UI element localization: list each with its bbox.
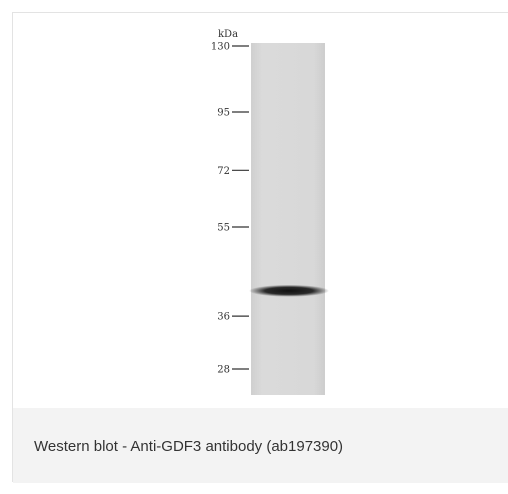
- marker-label-72: 72: [217, 166, 230, 177]
- blot-image: kDa 130 95 72 55 36 28: [211, 29, 329, 395]
- blot-lane: [251, 43, 325, 395]
- marker-label-95: 95: [217, 108, 230, 119]
- figure-card: kDa 130 95 72 55 36 28 Western blot - Anti-GD…: [12, 12, 508, 483]
- figure-caption: Western blot - Anti-GDF3 antibody (ab197…: [13, 408, 508, 483]
- western-blot-figure[interactable]: kDa 130 95 72 55 36 28: [13, 13, 508, 408]
- marker-label-130: 130: [211, 42, 230, 53]
- marker-label-36: 36: [217, 312, 230, 323]
- marker-label-28: 28: [217, 365, 230, 376]
- unit-label: kDa: [218, 29, 238, 40]
- protein-band: [249, 284, 329, 297]
- marker-label-55: 55: [217, 223, 230, 234]
